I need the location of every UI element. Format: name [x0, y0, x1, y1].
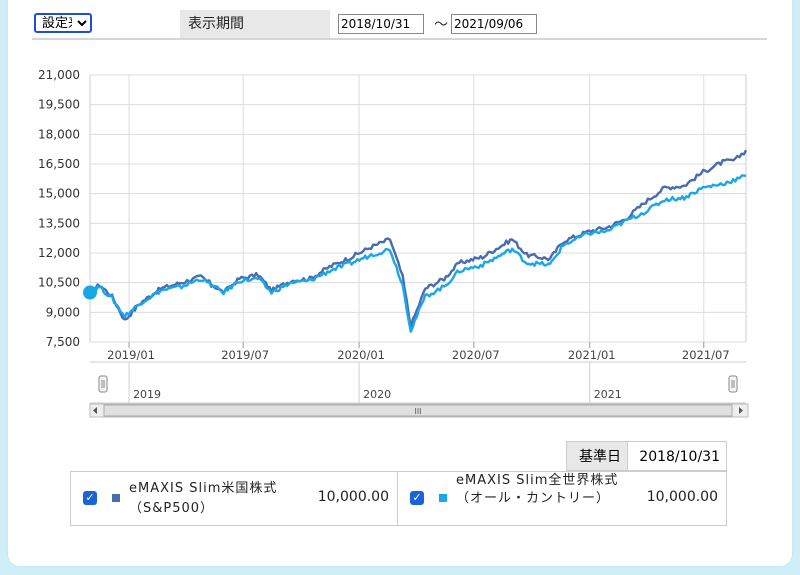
period-label: 表示期間 [180, 10, 330, 38]
y-tick-label: 12,000 [38, 246, 80, 260]
x-tick-label: 2019/01 [107, 348, 155, 362]
series-layer [83, 149, 748, 333]
allcountry-base-value: 10,000.00 [646, 489, 718, 505]
navigator-year-label: 2020 [363, 388, 391, 401]
axis-layer: 21,000 19,500 18,000 16,500 15,000 13,500 12,0… [38, 68, 730, 362]
x-tick-label: 2021/01 [568, 348, 616, 362]
base-point-marker [83, 285, 97, 300]
navigator-year-label: 2021 [594, 388, 622, 401]
y-tick-label: 9,000 [46, 305, 80, 319]
navigator-handle-left[interactable] [98, 375, 108, 393]
navigator-year-label: 2019 [133, 388, 161, 401]
y-tick-label: 10,500 [38, 276, 80, 290]
scrollbar-thumb-grip: III [414, 407, 421, 416]
period-controls: 設定来 表示期間 ～ [32, 10, 767, 40]
sp500-swatch [112, 494, 120, 502]
sp500-base-value: 10,000.00 [317, 489, 389, 505]
series-line-allcountry [88, 174, 747, 333]
x-tick-label: 2020/07 [452, 348, 500, 362]
x-tick-label: 2021/07 [682, 348, 730, 362]
sp500-fund-name: eMAXIS Slim米国株式（S&P500） [129, 481, 278, 516]
period-select[interactable]: 設定来 [34, 13, 92, 33]
series-line-sp500 [89, 149, 748, 330]
y-tick-label: 16,500 [38, 157, 80, 171]
performance-chart: 21,000 19,500 18,000 16,500 15,000 13,500 12,0… [38, 68, 749, 418]
y-tick-label: 18,000 [38, 127, 80, 141]
date-range-tilde: ～ [434, 17, 448, 33]
y-tick-label: 15,000 [38, 187, 80, 201]
y-tick-label: 7,500 [46, 335, 80, 349]
navigator[interactable]: 2019 2020 2021 III [89, 361, 749, 418]
legend-item-sp500: ✓ eMAXIS Slim米国株式（S&P500） 10,000.00 [70, 471, 398, 526]
base-date-value: 2018/10/31 [628, 441, 727, 471]
y-tick-label: 21,000 [38, 68, 80, 82]
base-date-label: 基準日 [566, 441, 628, 471]
plot-area [89, 74, 747, 343]
y-tick-label: 13,500 [38, 216, 80, 230]
y-tick-label: 19,500 [38, 98, 80, 112]
grid-layer [89, 74, 747, 343]
x-tick-label: 2020/01 [337, 348, 385, 362]
navigator-handle-right[interactable] [728, 375, 738, 393]
legend-table: 基準日 2018/10/31 ✓ eMAXIS Slim米国株式（S&P500）… [70, 441, 727, 526]
date-to-input[interactable] [451, 14, 537, 34]
allcountry-swatch [439, 494, 447, 502]
x-tick-label: 2019/07 [221, 348, 269, 362]
scrollbar-thumb[interactable] [103, 404, 733, 417]
scroll-right-arrow-icon[interactable] [739, 407, 743, 414]
sp500-checkbox[interactable]: ✓ [83, 491, 97, 505]
allcountry-fund-name: eMAXIS Slim全世界株式（オール・カントリー） [456, 473, 619, 506]
legend-item-allcountry: ✓ eMAXIS Slim全世界株式（オール・カントリー） 10,000.00 [398, 471, 727, 526]
scroll-left-arrow-icon[interactable] [93, 407, 97, 414]
date-from-input[interactable] [338, 14, 424, 34]
allcountry-checkbox[interactable]: ✓ [410, 491, 424, 505]
